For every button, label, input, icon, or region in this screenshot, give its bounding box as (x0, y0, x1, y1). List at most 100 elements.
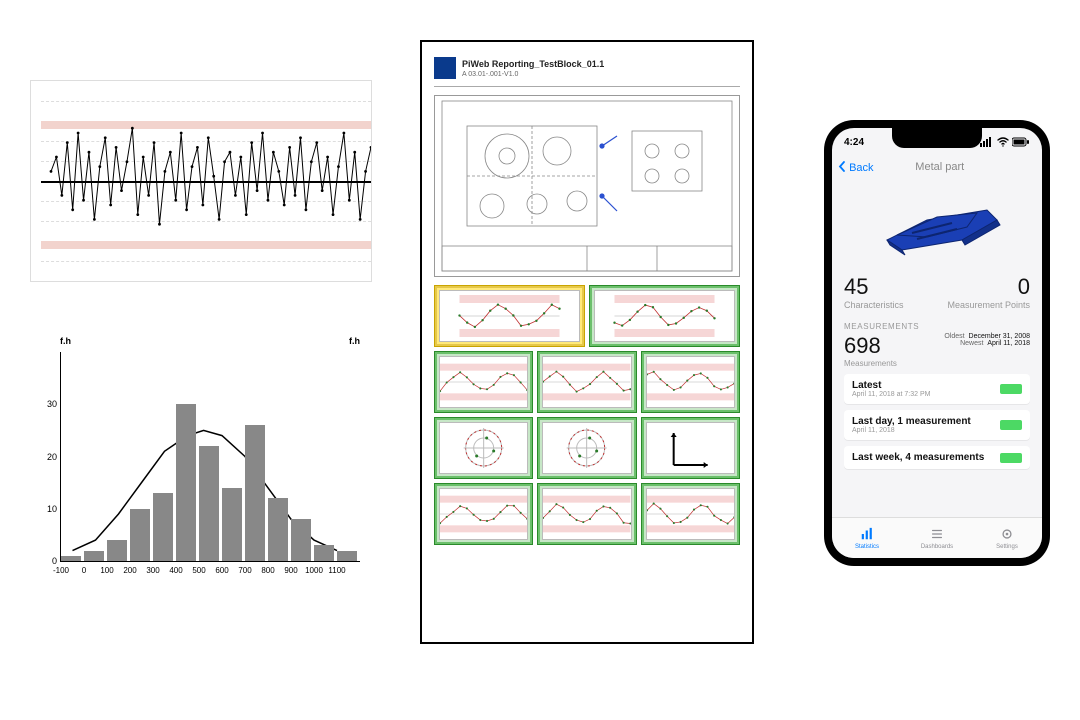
measurement-card[interactable]: Last day, 1 measurementApril 11, 2018 (844, 410, 1030, 440)
sheet-subtitle: A 03.01-.001-V1.0 (462, 71, 604, 78)
ytick-label: 0 (37, 556, 57, 566)
report-sheet: PiWeb Reporting_TestBlock_01.1 A 03.01-.… (420, 40, 754, 644)
mini-chart (434, 417, 533, 479)
brand-logo (434, 57, 456, 79)
xtick-label: 500 (192, 566, 205, 575)
xtick-label: 100 (100, 566, 113, 575)
xtick-label: -100 (53, 566, 69, 575)
mini-chart (537, 483, 636, 545)
stat-value: 0 (947, 274, 1030, 300)
mini-chart (537, 351, 636, 413)
sheet-title: PiWeb Reporting_TestBlock_01.1 (462, 59, 604, 69)
mini-chart (641, 483, 740, 545)
battery-icon (1012, 137, 1030, 147)
mini-chart (589, 285, 740, 347)
stats-row: 45 Characteristics 0 Measurement Points (844, 274, 1030, 310)
stat-characteristics: 45 Characteristics (844, 274, 904, 310)
status-pill (1000, 384, 1022, 394)
oldest-value: December 31, 2008 (969, 333, 1030, 340)
newest-label: Newest (960, 340, 983, 347)
mini-chart (434, 285, 585, 347)
xtick-label: 900 (284, 566, 297, 575)
control-chart (30, 80, 372, 282)
card-title: Last week, 4 measurements (852, 452, 984, 463)
stat-label: Characteristics (844, 300, 904, 310)
tab-label: Statistics (855, 544, 879, 550)
stat-label: Measurement Points (947, 300, 1030, 310)
mini-chart (434, 351, 533, 413)
back-button[interactable]: Back (838, 161, 874, 174)
gear-icon (1000, 527, 1014, 543)
hist-bar (84, 551, 104, 561)
xtick-label: 800 (261, 566, 274, 575)
tab-bar: Statistics Dashboards Settings (832, 517, 1042, 558)
tab-label: Dashboards (921, 544, 953, 550)
hist-title-left: f.h (60, 336, 71, 346)
wifi-icon (997, 137, 1009, 147)
technical-drawing (434, 95, 740, 277)
tab-statistics[interactable]: Statistics (832, 518, 902, 558)
measurements-row: 698 Measurements Oldest December 31, 200… (844, 333, 1030, 368)
hist-bar (337, 551, 357, 561)
hist-bar (176, 404, 196, 561)
left-column: f.h f.h 0102030-100010020030040050060070… (30, 80, 370, 582)
part-image (844, 180, 1030, 270)
bars-icon (860, 527, 874, 543)
nav-title: Metal part (874, 161, 1006, 173)
ytick-label: 20 (37, 452, 57, 462)
chevron-left-icon (838, 161, 846, 172)
tab-settings[interactable]: Settings (972, 518, 1042, 558)
phone-screen: 4:24 Back Metal part (832, 128, 1042, 558)
measurement-card[interactable]: LatestApril 11, 2018 at 7:32 PM (844, 374, 1030, 404)
hist-bar (314, 545, 334, 561)
ytick-label: 10 (37, 504, 57, 514)
tab-dashboards[interactable]: Dashboards (902, 518, 972, 558)
xtick-label: 400 (169, 566, 182, 575)
oldest-label: Oldest (944, 333, 964, 340)
hist-bar (61, 556, 81, 561)
measurements-label: Measurements (844, 359, 897, 368)
phone-notch (892, 128, 982, 148)
stat-points: 0 Measurement Points (947, 274, 1030, 310)
hist-bar (199, 446, 219, 561)
xtick-label: 600 (215, 566, 228, 575)
xtick-label: 1100 (328, 566, 345, 575)
mini-chart (641, 417, 740, 479)
hist-bar (245, 425, 265, 561)
xtick-label: 300 (146, 566, 159, 575)
list-icon (930, 527, 944, 543)
back-label: Back (849, 162, 873, 174)
newest-value: April 11, 2018 (987, 340, 1030, 347)
signal-icon (980, 137, 994, 147)
measurements-dates: Oldest December 31, 2008 Newest April 11… (944, 333, 1030, 347)
card-title: Last day, 1 measurement (852, 416, 971, 427)
card-title: Latest (852, 380, 930, 391)
status-time: 4:24 (844, 137, 864, 148)
stat-value: 45 (844, 274, 904, 300)
card-subtitle: April 11, 2018 at 7:32 PM (852, 391, 930, 398)
hist-bar (107, 540, 127, 561)
nav-bar: Back Metal part (832, 154, 1042, 180)
histogram-axes: 0102030-10001002003004005006007008009001… (60, 352, 360, 562)
hist-bar (291, 519, 311, 561)
status-pill (1000, 420, 1022, 430)
control-chart-line (41, 81, 371, 281)
mini-chart (537, 417, 636, 479)
hist-bar (153, 493, 173, 561)
phone-frame: 4:24 Back Metal part (824, 120, 1050, 566)
measurement-card[interactable]: Last week, 4 measurements (844, 446, 1030, 469)
hist-bar (268, 498, 288, 561)
xtick-label: 700 (238, 566, 251, 575)
xtick-label: 1000 (305, 566, 323, 575)
section-header: MEASUREMENTS (844, 322, 1030, 331)
xtick-label: 0 (82, 566, 86, 575)
xtick-label: 200 (123, 566, 136, 575)
mini-chart (641, 351, 740, 413)
mini-chart (434, 483, 533, 545)
cards-list: LatestApril 11, 2018 at 7:32 PM Last day,… (844, 374, 1030, 469)
hist-bar (222, 488, 242, 561)
status-icons (980, 137, 1030, 147)
mini-chart-grid (434, 285, 740, 545)
ytick-label: 30 (37, 399, 57, 409)
histogram: f.h f.h 0102030-100010020030040050060070… (30, 342, 370, 582)
